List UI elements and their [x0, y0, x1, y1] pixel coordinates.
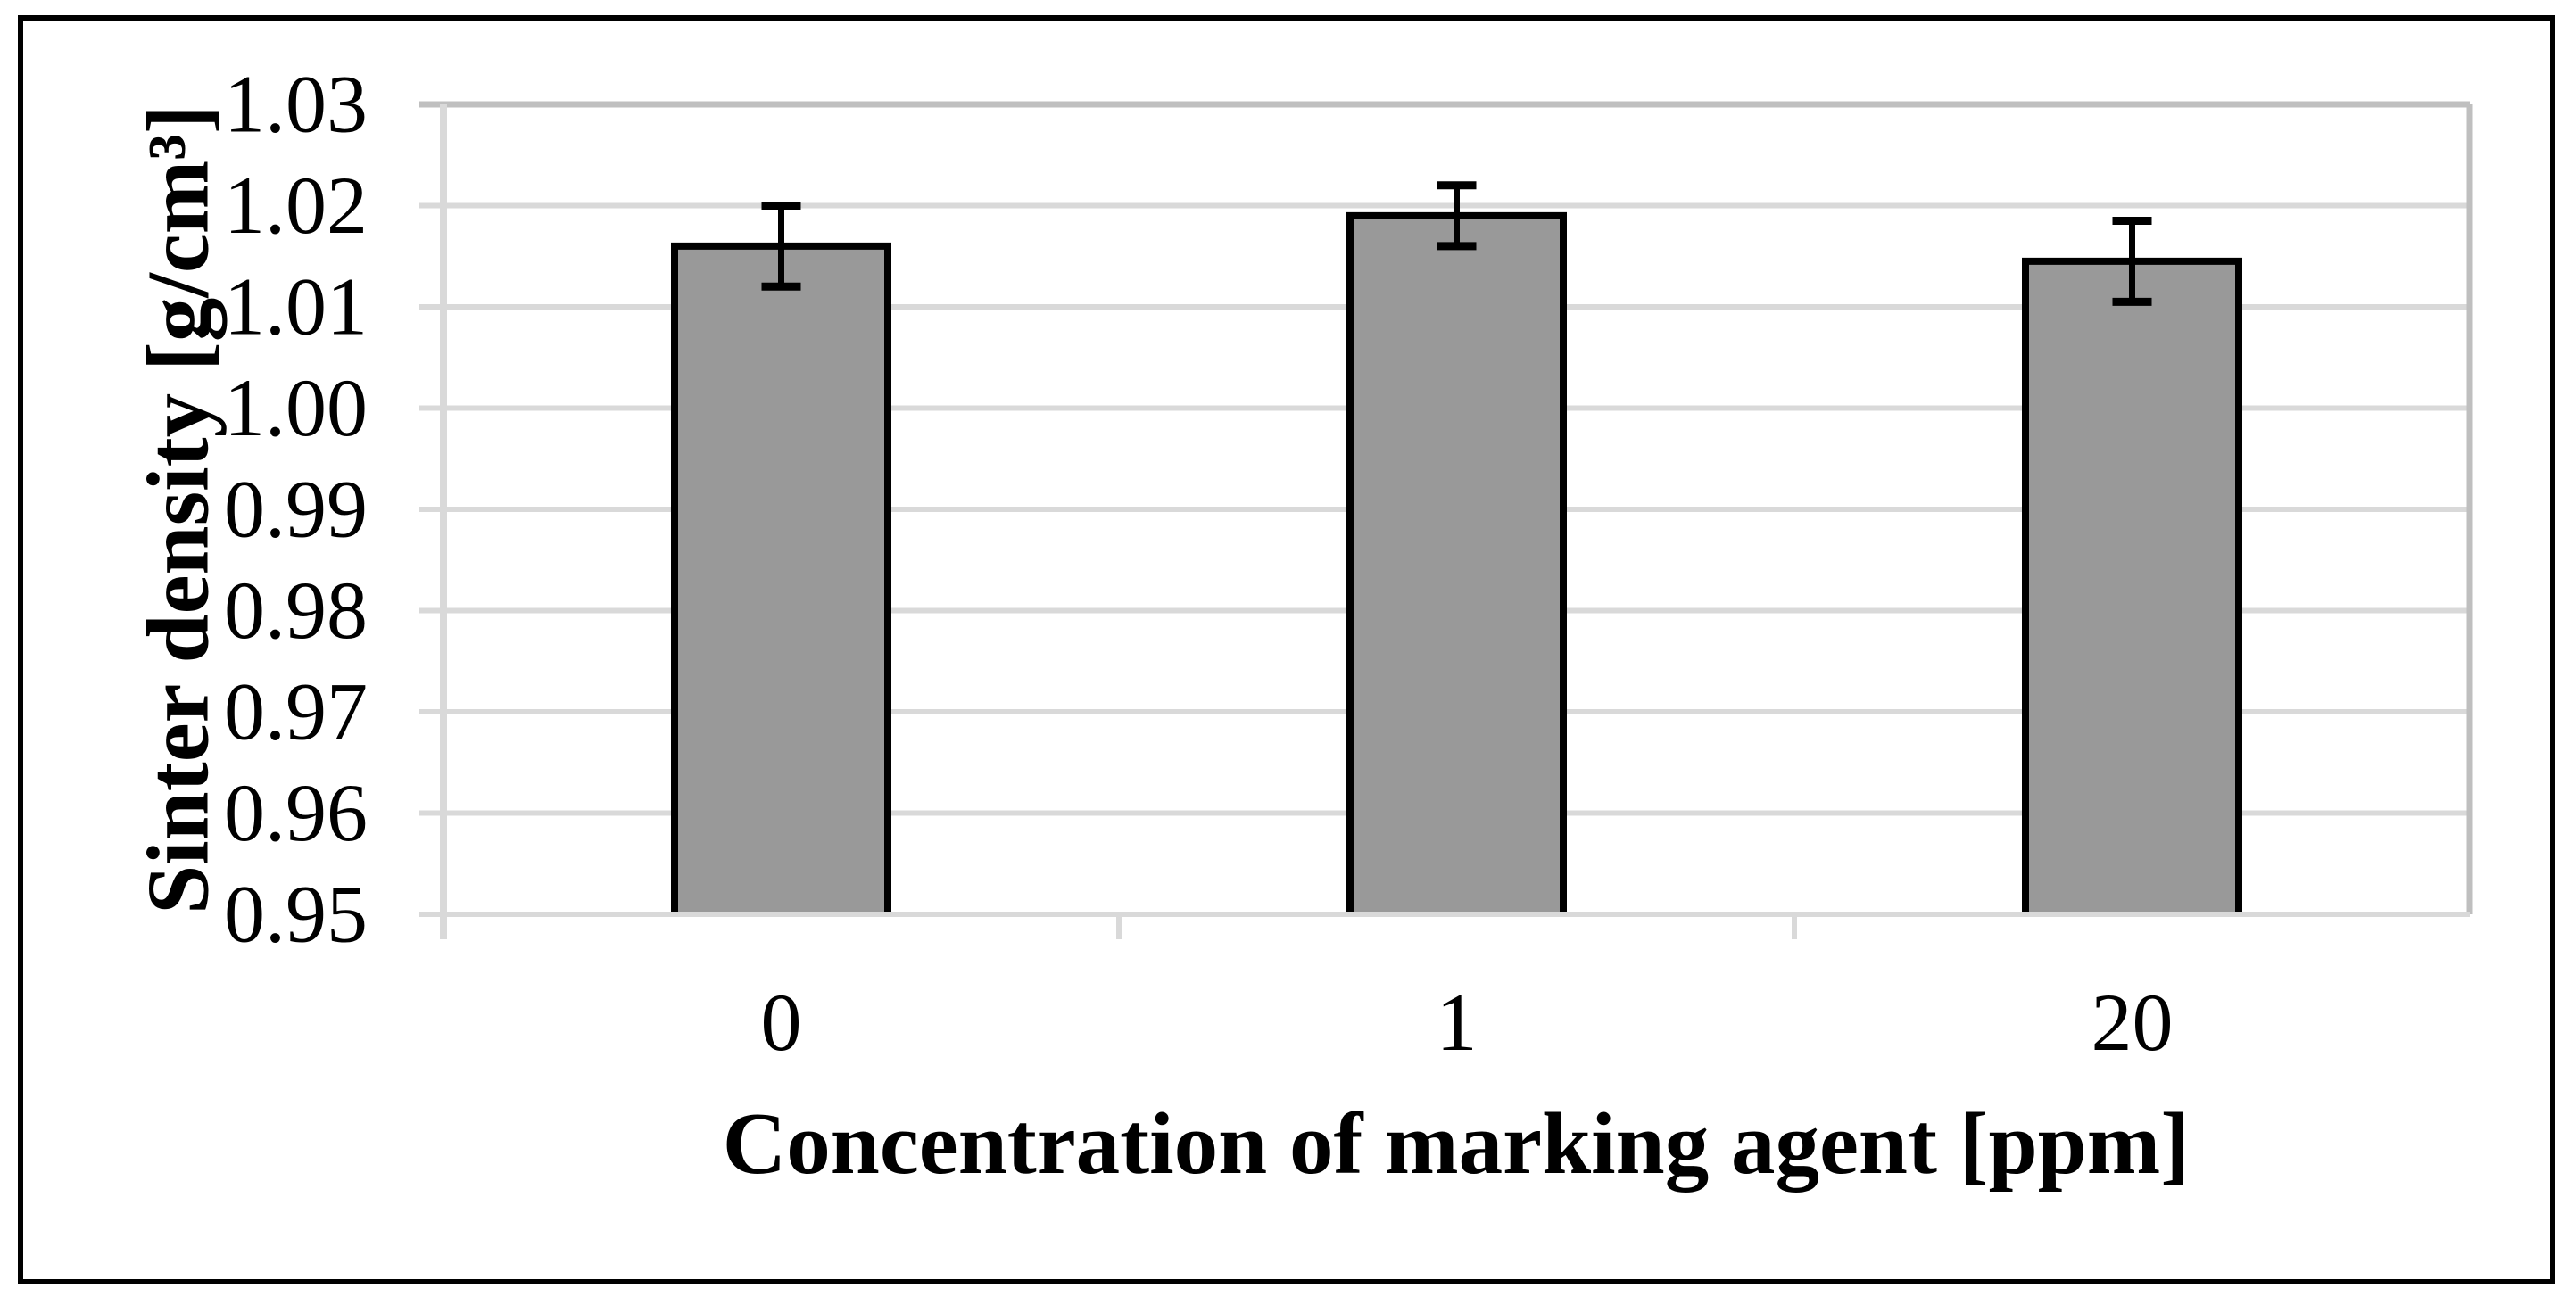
y-axis-tick-label: 1.02: [224, 160, 368, 251]
y-axis-tick-label: 0.98: [224, 565, 368, 656]
y-axis-tick-label: 0.96: [224, 767, 368, 858]
x-axis-tick-label: 20: [2091, 977, 2174, 1068]
y-axis-tick-label: 0.97: [224, 665, 368, 756]
y-axis-tick-label: 1.03: [224, 58, 368, 149]
y-axis-tick-label: 0.99: [224, 463, 368, 554]
bar: [1346, 211, 1567, 914]
error-bar-layer: [761, 181, 2152, 306]
y-axis-tick-label: 0.95: [224, 868, 368, 959]
x-tick-label-layer: 0 1 20: [761, 977, 2174, 1068]
x-axis-tick-label: 0: [761, 977, 802, 1068]
y-axis-title: Sinter density [g/cm³]: [130, 104, 228, 914]
bar-layer: [671, 211, 2242, 914]
bar: [671, 242, 891, 914]
y-axis-tick-label: 1.00: [224, 362, 368, 453]
y-axis-tick-label: 1.01: [224, 260, 368, 351]
x-axis-title: Concentration of marking agent [ppm]: [723, 1095, 2190, 1193]
x-axis-tick-label: 1: [1437, 977, 1478, 1068]
figure-border: [18, 15, 2555, 1284]
y-tick-label-layer: 0.95 0.96 0.970.98 0.99 1.00 1.011.02 1.03: [224, 58, 368, 959]
bar: [2022, 257, 2242, 914]
